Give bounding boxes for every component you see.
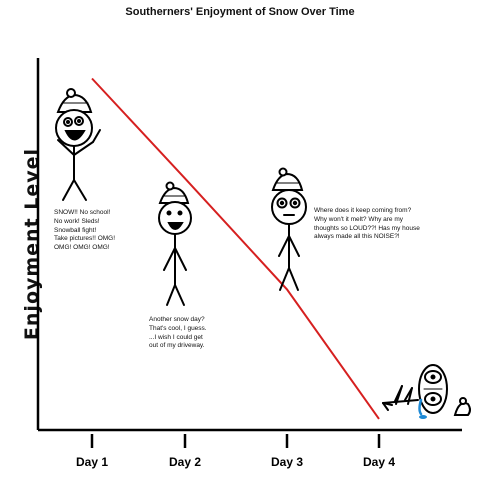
day4-stick-figure	[382, 364, 471, 419]
day2-caption: Another snow day? That's cool, I guess. …	[149, 316, 207, 350]
day1-caption: SNOW!! No school! No work! Sleds! Snowba…	[54, 209, 116, 252]
day3-stick-figure	[271, 167, 307, 291]
x-tick-label: Day 1	[76, 455, 108, 469]
x-tick-label: Day 4	[363, 455, 395, 469]
day3-caption: Where does it keep coming from? Why won'…	[314, 207, 420, 241]
x-tick-label: Day 3	[271, 455, 303, 469]
day1-stick-figure	[55, 88, 101, 201]
series-line	[91, 77, 380, 420]
chart-title: Southerners' Enjoyment of Snow Over Time	[125, 6, 355, 18]
day2-stick-figure	[158, 181, 192, 306]
x-tick-label: Day 2	[169, 455, 201, 469]
